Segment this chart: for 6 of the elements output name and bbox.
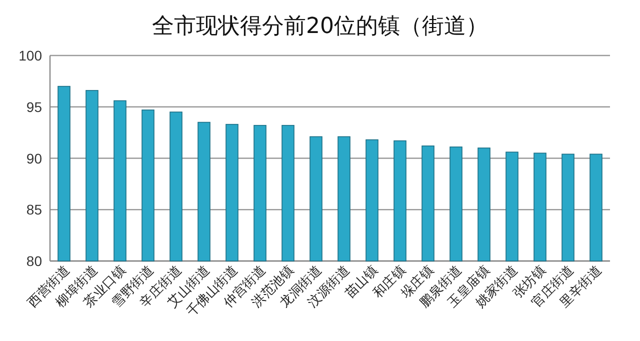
chart-title: 全市现状得分前20位的镇（街道） [152, 14, 488, 39]
y-tick-label: 100 [18, 48, 42, 64]
y-tick-label: 80 [26, 253, 42, 269]
y-tick-label: 85 [26, 202, 42, 218]
y-tick-label: 95 [26, 98, 42, 115]
y-tick-label: 90 [26, 150, 42, 166]
